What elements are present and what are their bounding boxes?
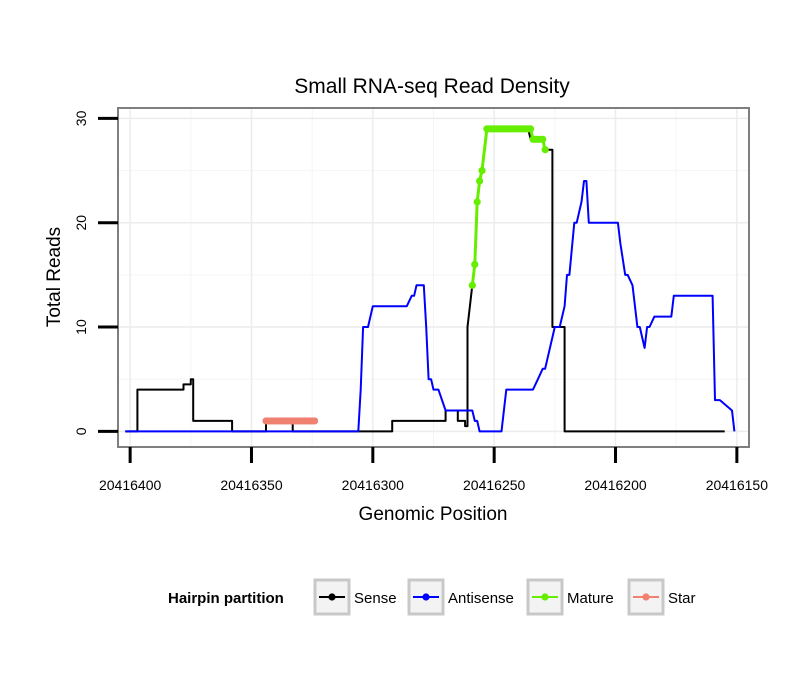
y-tick-label: 20 (73, 215, 89, 231)
x-axis: 20416400 20416350 20416300 20416250 20416200… (99, 447, 768, 493)
series-layer (125, 125, 736, 433)
series-mature-point (473, 198, 481, 206)
series-mature-point (468, 281, 476, 289)
legend-item-mature: Mature (526, 578, 614, 616)
legend-item-star: Star (627, 578, 696, 616)
legend-label: Star (668, 590, 696, 607)
legend-items: Sense Antisense Mature Star (313, 578, 696, 616)
y-tick-label: 30 (73, 110, 89, 126)
series-mature-point (471, 260, 479, 269)
plot-panel-border (117, 107, 750, 448)
x-axis-label: Genomic Position (359, 504, 508, 525)
series-mature-point (476, 177, 484, 185)
legend: Hairpin partition Sense Antisense Mature St… (168, 578, 696, 616)
y-tick-label: 0 (73, 427, 89, 435)
y-axis: 0 10 20 30 (73, 110, 118, 435)
x-tick-label: 20416400 (99, 477, 162, 493)
legend-key-point (642, 593, 650, 601)
x-tick-label: 20416200 (584, 477, 647, 493)
legend-title: Hairpin partition (168, 590, 284, 607)
legend-item-sense: Sense (313, 578, 397, 616)
chart-title: Small RNA-seq Read Density (294, 75, 570, 98)
series-star-point (310, 417, 319, 425)
legend-label: Antisense (448, 590, 514, 607)
series-mature-point (539, 135, 547, 143)
series-mature-points (468, 125, 549, 289)
series-mature-point (478, 166, 486, 175)
x-tick-label: 20416150 (706, 477, 769, 493)
y-axis-label: Total Reads (44, 227, 65, 327)
legend-key-point (541, 593, 549, 601)
grid-minor (118, 108, 749, 447)
legend-label: Mature (567, 590, 614, 607)
y-tick-label: 10 (73, 319, 89, 335)
legend-key-point (328, 593, 336, 601)
plot-panel (117, 107, 750, 448)
legend-item-antisense: Antisense (407, 578, 514, 616)
legend-key-point (422, 593, 430, 601)
x-tick-label: 20416350 (220, 477, 283, 493)
series-mature-point (541, 146, 549, 154)
series-mature-point (526, 125, 535, 133)
legend-label: Sense (354, 590, 397, 607)
series-star-points (262, 417, 319, 425)
x-tick-label: 20416300 (342, 477, 405, 493)
series-antisense-line (125, 180, 736, 433)
x-tick-label: 20416250 (463, 477, 526, 493)
